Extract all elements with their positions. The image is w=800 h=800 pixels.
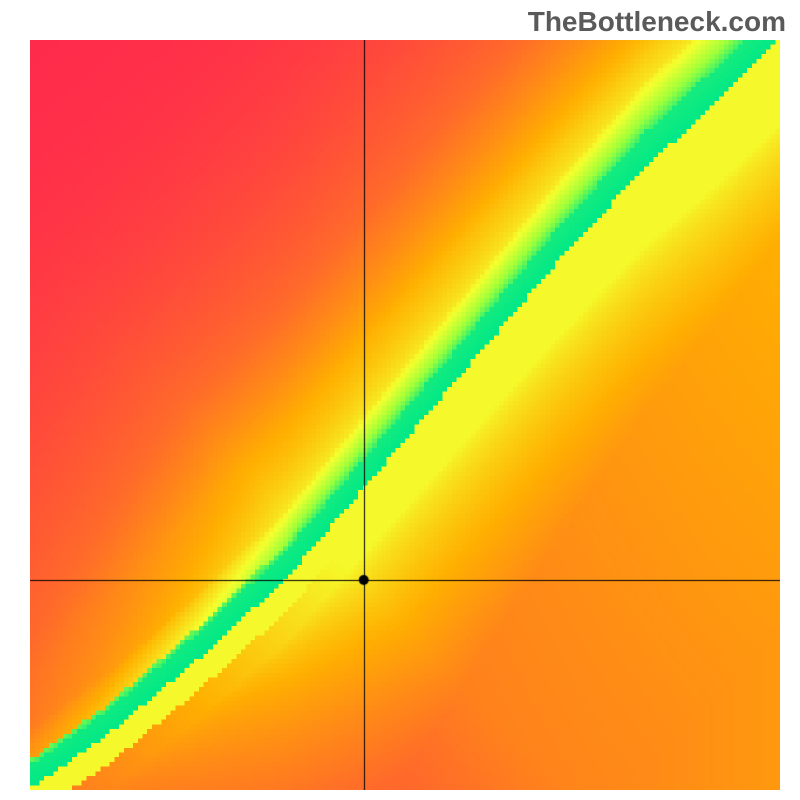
figure-container: TheBottleneck.com — [0, 0, 800, 800]
watermark-text: TheBottleneck.com — [528, 6, 786, 38]
bottleneck-heatmap — [30, 40, 780, 790]
